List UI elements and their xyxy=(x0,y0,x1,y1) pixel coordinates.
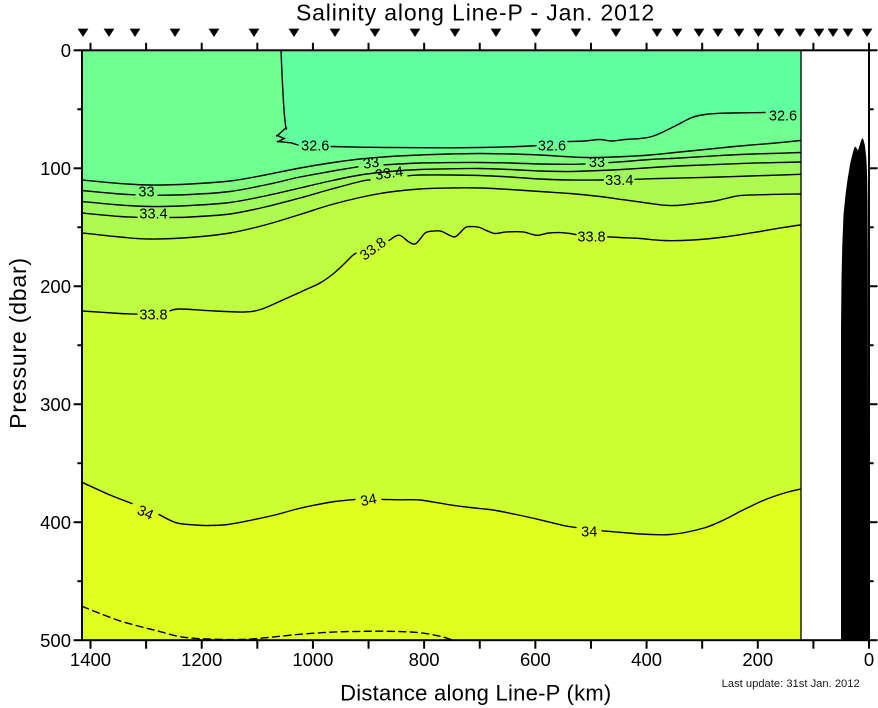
svg-text:300: 300 xyxy=(40,394,71,415)
svg-text:100: 100 xyxy=(40,158,71,179)
svg-text:34: 34 xyxy=(134,503,155,524)
svg-text:500: 500 xyxy=(40,630,71,651)
svg-text:33.8: 33.8 xyxy=(139,308,167,324)
svg-text:0: 0 xyxy=(61,40,71,61)
svg-text:200: 200 xyxy=(742,649,773,670)
svg-text:33: 33 xyxy=(362,155,380,173)
svg-text:34: 34 xyxy=(359,491,378,510)
svg-text:400: 400 xyxy=(40,512,71,533)
svg-text:34: 34 xyxy=(581,524,597,540)
svg-text:32.6: 32.6 xyxy=(538,139,566,155)
svg-text:33: 33 xyxy=(589,155,605,171)
svg-text:33.4: 33.4 xyxy=(374,164,404,184)
svg-text:400: 400 xyxy=(631,649,662,670)
svg-text:1000: 1000 xyxy=(292,649,333,670)
svg-text:32.6: 32.6 xyxy=(301,139,329,155)
svg-text:Salinity along Line-P - Jan. 2: Salinity along Line-P - Jan. 2012 xyxy=(296,0,655,25)
svg-text:32.6: 32.6 xyxy=(769,109,797,125)
svg-text:Distance along Line-P (km): Distance along Line-P (km) xyxy=(340,681,611,706)
svg-text:600: 600 xyxy=(520,649,551,670)
svg-text:33.4: 33.4 xyxy=(605,173,633,189)
svg-text:1200: 1200 xyxy=(181,649,222,670)
svg-text:33.4: 33.4 xyxy=(139,207,167,223)
svg-text:200: 200 xyxy=(40,276,71,297)
svg-text:Pressure (dbar): Pressure (dbar) xyxy=(5,257,31,429)
svg-text:0: 0 xyxy=(864,649,874,670)
svg-text:Last update: 31st Jan. 2012: Last update: 31st Jan. 2012 xyxy=(722,678,860,690)
svg-text:33.8: 33.8 xyxy=(577,229,605,245)
svg-text:33: 33 xyxy=(138,185,154,201)
svg-text:1400: 1400 xyxy=(70,649,111,670)
svg-text:800: 800 xyxy=(409,649,440,670)
